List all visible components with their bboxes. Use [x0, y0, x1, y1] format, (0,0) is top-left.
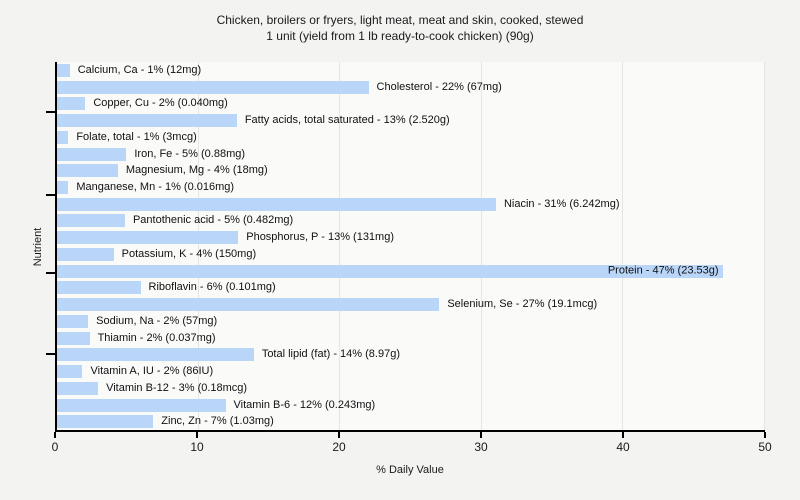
x-tick-label: 20 — [332, 440, 346, 454]
chart-title: Chicken, broilers or fryers, light meat,… — [0, 12, 800, 44]
bar — [57, 181, 69, 194]
bar-label: Magnesium, Mg - 4% (18mg) — [125, 164, 268, 177]
y-tick-mark — [46, 353, 55, 356]
bar-row: Niacin - 31% (6.242mg) — [57, 196, 765, 213]
bar-row: Manganese, Mn - 1% (0.016mg) — [57, 179, 765, 196]
bar-label: Potassium, K - 4% (150mg) — [121, 247, 257, 260]
bar-row: Magnesium, Mg - 4% (18mg) — [57, 162, 765, 179]
y-tick-mark — [46, 271, 55, 274]
bar-row: Calcium, Ca - 1% (12mg) — [57, 62, 765, 79]
bar-row: Thiamin - 2% (0.037mg) — [57, 330, 765, 347]
y-axis-label: Nutrient — [32, 227, 44, 267]
x-tick-label: 30 — [474, 440, 488, 454]
bar-label: Vitamin B-12 - 3% (0.18mcg) — [106, 381, 248, 394]
bar-row: Cholesterol - 22% (67mg) — [57, 79, 765, 96]
bar-label: Niacin - 31% (6.242mg) — [503, 197, 620, 210]
bar-label: Total lipid (fat) - 14% (8.97g) — [261, 348, 400, 361]
bar-row: Vitamin B-12 - 3% (0.18mcg) — [57, 380, 765, 397]
bar-row: Iron, Fe - 5% (0.88mg) — [57, 146, 765, 163]
bar-label: Fatty acids, total saturated - 13% (2.52… — [244, 114, 450, 127]
bar — [57, 247, 114, 261]
bar — [57, 348, 254, 362]
y-axis-ticks — [46, 62, 55, 432]
plot-area: Calcium, Ca - 1% (12mg) Cholesterol - 22%… — [55, 62, 765, 432]
x-tick-mark — [622, 432, 624, 438]
bar-label: Vitamin A, IU - 2% (86IU) — [90, 365, 214, 378]
bar-row: Pantothenic acid - 5% (0.482mg) — [57, 213, 765, 230]
bar-row: Sodium, Na - 2% (57mg) — [57, 313, 765, 330]
bar-label: Thiamin - 2% (0.037mg) — [97, 331, 216, 344]
bars-container: Calcium, Ca - 1% (12mg) Cholesterol - 22%… — [57, 62, 765, 430]
chart-title-line2: 1 unit (yield from 1 lb ready-to-cook ch… — [266, 29, 534, 43]
bar — [57, 114, 237, 128]
x-tick-mark — [480, 432, 482, 438]
bar — [57, 97, 86, 111]
bar: Protein - 47% (23.53g) — [57, 264, 723, 278]
x-axis-ticks: 0 10 20 30 40 50 — [51, 432, 772, 458]
bar — [57, 197, 496, 211]
bar-label: Zinc, Zn - 7% (1.03mg) — [161, 415, 274, 428]
bar — [57, 231, 239, 245]
bar — [57, 281, 141, 295]
gridline — [764, 62, 765, 430]
bar-row: Folate, total - 1% (3mcg) — [57, 129, 765, 146]
x-axis-label: % Daily Value — [376, 464, 444, 476]
gridline — [480, 62, 482, 430]
bar-row: Protein - 47% (23.53g) — [57, 263, 765, 280]
bar-row: Fatty acids, total saturated - 13% (2.52… — [57, 112, 765, 129]
bar-label: Pantothenic acid - 5% (0.482mg) — [132, 214, 294, 227]
x-tick-label: 40 — [616, 440, 630, 454]
bar-row: Zinc, Zn - 7% (1.03mg) — [57, 413, 765, 430]
bar-row: Total lipid (fat) - 14% (8.97g) — [57, 346, 765, 363]
bar-row: Vitamin B-6 - 12% (0.243mg) — [57, 397, 765, 414]
gridline — [197, 62, 199, 430]
gridline — [622, 62, 624, 430]
bar-label: Manganese, Mn - 1% (0.016mg) — [76, 181, 235, 193]
y-tick-mark — [46, 194, 55, 197]
bar — [57, 63, 70, 77]
bar-label: Sodium, Na - 2% (57mg) — [96, 314, 218, 327]
bar — [57, 398, 226, 412]
bar — [57, 214, 125, 228]
bar-label: Riboflavin - 6% (0.101mg) — [148, 281, 276, 294]
bar-row: Copper, Cu - 2% (0.040mg) — [57, 95, 765, 112]
chart-title-line1: Chicken, broilers or fryers, light meat,… — [216, 13, 584, 27]
bar — [57, 80, 369, 94]
bar-label: Copper, Cu - 2% (0.040mg) — [93, 97, 228, 110]
x-tick-label: 50 — [758, 440, 772, 454]
bar-label: Protein - 47% (23.53g) — [607, 264, 719, 277]
bar — [57, 365, 83, 379]
x-tick-mark — [54, 432, 56, 438]
gridline — [339, 62, 341, 430]
bar — [57, 164, 118, 178]
bar-row: Vitamin A, IU - 2% (86IU) — [57, 363, 765, 380]
bar-label: Folate, total - 1% (3mcg) — [76, 130, 197, 143]
bar — [57, 415, 154, 429]
bar-row: Selenium, Se - 27% (19.1mcg) — [57, 296, 765, 313]
bar-label: Phosphorus, P - 13% (131mg) — [246, 231, 394, 244]
y-tick-mark — [46, 110, 55, 113]
bar-row: Phosphorus, P - 13% (131mg) — [57, 229, 765, 246]
bar — [57, 130, 69, 144]
bar — [57, 147, 127, 161]
x-tick-mark — [764, 432, 766, 438]
x-tick-mark — [338, 432, 340, 438]
gridlines — [57, 62, 765, 430]
bar-label: Iron, Fe - 5% (0.88mg) — [134, 147, 246, 160]
bar-label: Selenium, Se - 27% (19.1mcg) — [447, 298, 598, 311]
bar-label: Vitamin B-6 - 12% (0.243mg) — [233, 398, 376, 411]
x-tick-label: 10 — [190, 440, 204, 454]
x-tick-mark — [196, 432, 198, 438]
bar — [57, 381, 99, 395]
bar-row: Potassium, K - 4% (150mg) — [57, 246, 765, 263]
bar-row: Riboflavin - 6% (0.101mg) — [57, 280, 765, 297]
bar — [57, 298, 440, 312]
bar — [57, 314, 89, 328]
bar — [57, 331, 90, 345]
x-tick-label: 0 — [51, 440, 59, 454]
bar-label: Calcium, Ca - 1% (12mg) — [77, 63, 202, 76]
bar-label: Cholesterol - 22% (67mg) — [376, 80, 502, 93]
